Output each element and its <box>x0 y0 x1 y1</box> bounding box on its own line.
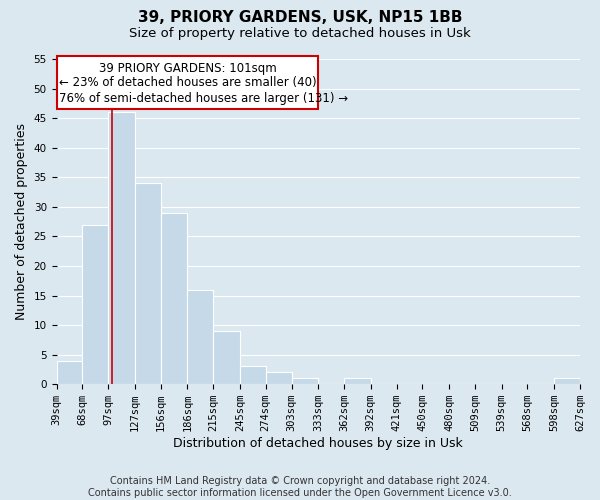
Bar <box>554 378 580 384</box>
Text: Size of property relative to detached houses in Usk: Size of property relative to detached ho… <box>129 28 471 40</box>
Bar <box>82 224 108 384</box>
Bar <box>56 360 82 384</box>
Bar <box>292 378 318 384</box>
Bar <box>266 372 292 384</box>
Y-axis label: Number of detached properties: Number of detached properties <box>15 123 28 320</box>
Bar <box>135 183 161 384</box>
Bar <box>187 290 213 384</box>
Text: 76% of semi-detached houses are larger (131) →: 76% of semi-detached houses are larger (… <box>59 92 349 104</box>
X-axis label: Distribution of detached houses by size in Usk: Distribution of detached houses by size … <box>173 437 463 450</box>
Text: ← 23% of detached houses are smaller (40): ← 23% of detached houses are smaller (40… <box>59 76 317 88</box>
Bar <box>344 378 371 384</box>
Bar <box>213 331 240 384</box>
Text: Contains HM Land Registry data © Crown copyright and database right 2024.
Contai: Contains HM Land Registry data © Crown c… <box>88 476 512 498</box>
FancyBboxPatch shape <box>56 56 318 110</box>
Text: 39 PRIORY GARDENS: 101sqm: 39 PRIORY GARDENS: 101sqm <box>98 62 276 75</box>
Bar <box>108 112 135 384</box>
Text: 39, PRIORY GARDENS, USK, NP15 1BB: 39, PRIORY GARDENS, USK, NP15 1BB <box>138 10 462 25</box>
Bar <box>240 366 266 384</box>
Bar <box>161 212 187 384</box>
